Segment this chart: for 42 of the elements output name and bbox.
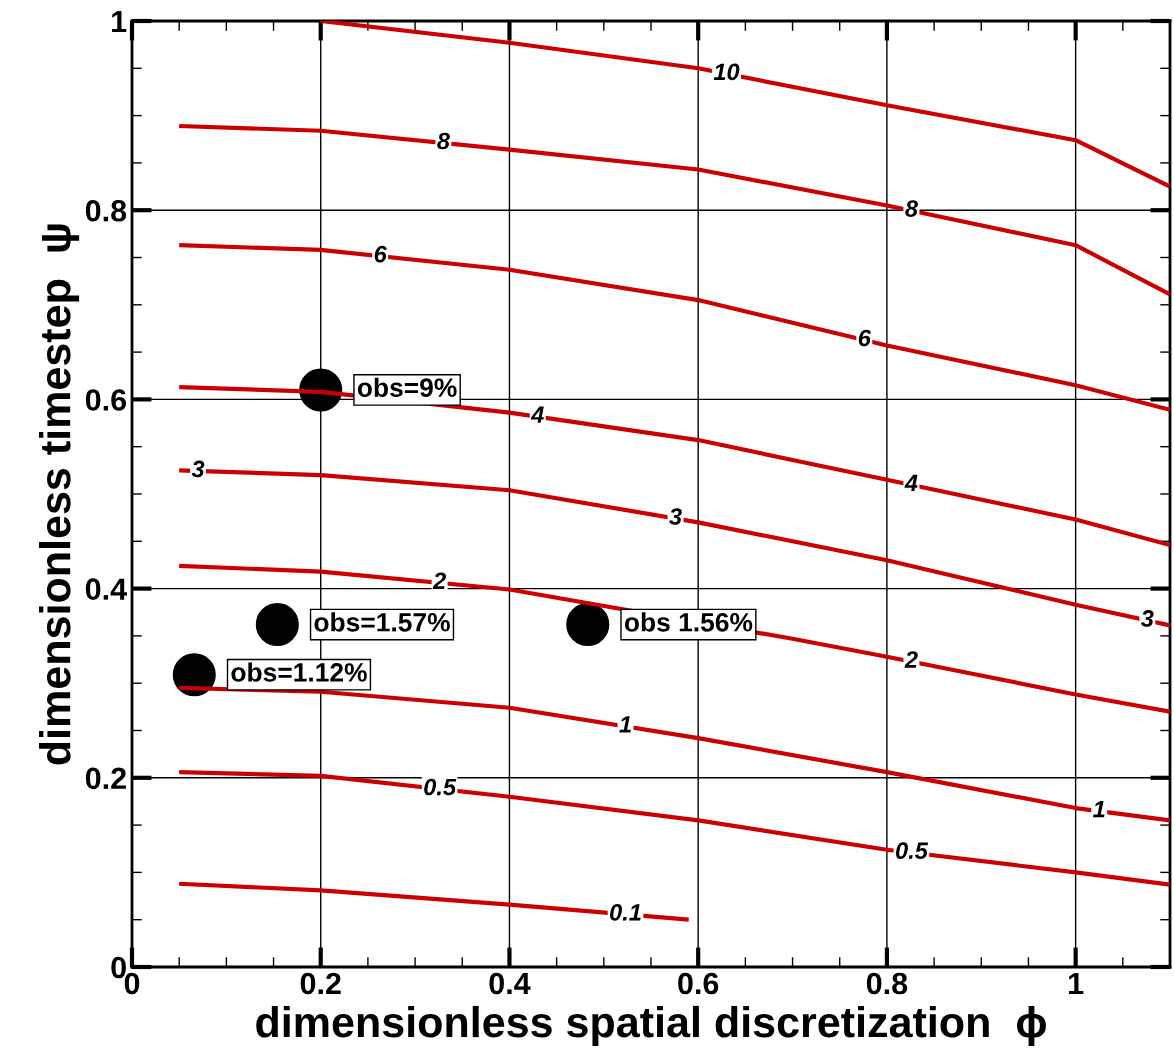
series-label: 1 (619, 716, 631, 733)
text: 4 (530, 406, 544, 423)
line-series (177, 685, 1170, 823)
point (566, 603, 610, 647)
x-tick-label: 0.6 (678, 972, 719, 995)
x-tick-label: 0.2 (300, 972, 341, 995)
line-series (318, 21, 1170, 189)
text: 0.5 (424, 778, 457, 796)
x-tick-label: 0.4 (489, 972, 531, 995)
text: 1 (1093, 801, 1105, 818)
annotation: obs 1.56% (624, 612, 753, 632)
y-tick-label: 0.6 (85, 389, 127, 411)
text: 2 (432, 572, 446, 589)
line-series (177, 770, 1170, 887)
line-series (177, 881, 691, 922)
annotation: obs=1.57% (314, 612, 450, 632)
series-label: 3 (1140, 610, 1154, 627)
y-tick-label: 0.8 (85, 199, 127, 222)
series-label: 6 (858, 329, 871, 347)
y-tick-label: 0.2 (85, 767, 126, 790)
series-label: 10 (713, 63, 740, 81)
y-axis-title: dimensionless timestep ψ (38, 224, 80, 765)
series-label: 2 (904, 651, 918, 668)
y-tick-label: 1 (112, 11, 127, 33)
series-label: 0.5 (896, 842, 929, 859)
point (172, 653, 216, 697)
y-tick-label: 0.4 (85, 578, 127, 600)
x-tick-label: 1 (1069, 972, 1084, 994)
text: 3 (191, 460, 205, 478)
x-tick-label: 0.8 (866, 972, 908, 995)
x-axis-title: dimensionless spatial discretization ϕ (256, 1005, 1046, 1047)
annotation: obs=1.12% (231, 662, 367, 682)
series-label: 4 (904, 474, 918, 492)
series-label: 0.1 (610, 903, 641, 921)
text: 3 (669, 508, 682, 525)
point (255, 603, 299, 647)
line-series (177, 123, 1170, 297)
text: 8 (437, 132, 450, 150)
series-label: 8 (905, 200, 918, 217)
text: 6 (374, 245, 387, 263)
annotation: obs=9% (357, 377, 457, 398)
y-tick-label: 0 (111, 956, 126, 979)
